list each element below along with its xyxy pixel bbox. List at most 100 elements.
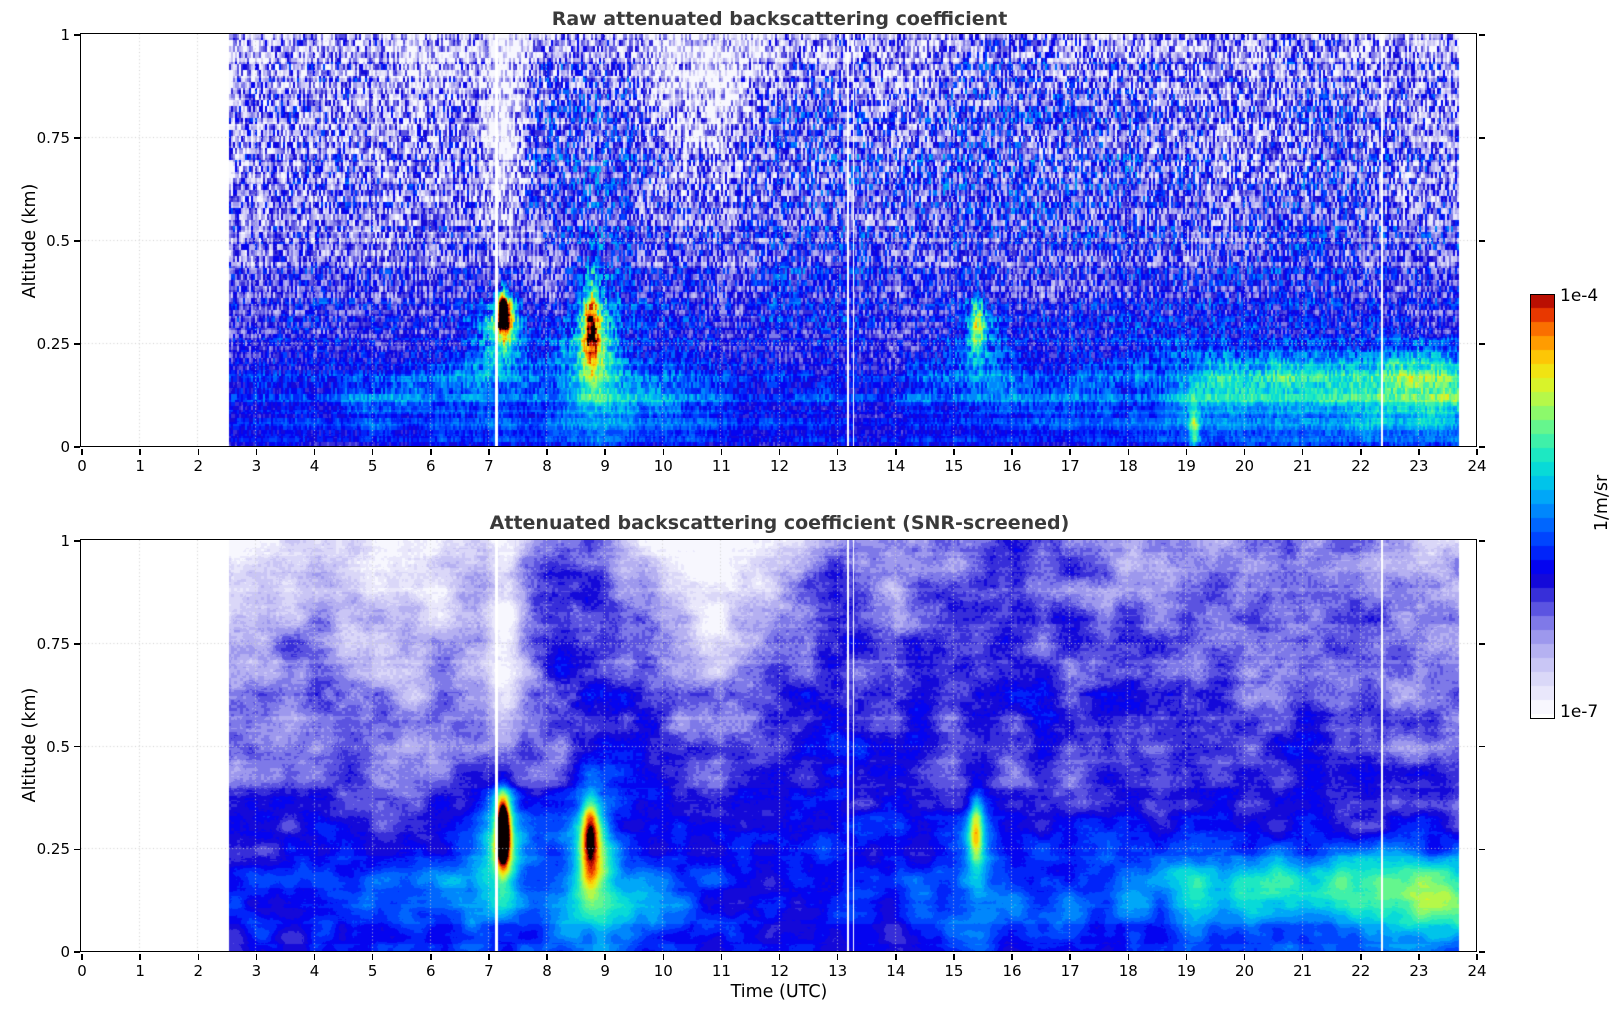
y-tick-label: 0.75 (36, 634, 70, 653)
x-tick-label: 21 (1293, 962, 1313, 980)
x-tick (371, 448, 374, 455)
x-tick (1069, 448, 1071, 455)
x-tick-label: 11 (711, 457, 731, 475)
plot-title-raw: Raw attenuated backscattering coefficien… (551, 8, 1008, 30)
x-tick (662, 953, 664, 960)
x-tick-label: 24 (1467, 457, 1487, 475)
x-tick (1301, 448, 1304, 455)
y-tick-right (1478, 34, 1485, 36)
x-tick-label: 8 (542, 962, 552, 980)
x-tick (778, 448, 781, 455)
x-tick (1185, 953, 1188, 960)
x-tick-label: 11 (711, 962, 731, 980)
x-tick-label: 8 (542, 457, 552, 475)
x-tick-label: 13 (828, 457, 848, 475)
x-tick (604, 953, 606, 960)
x-tick (895, 448, 897, 455)
x-tick (139, 448, 141, 455)
x-tick-label: 19 (1176, 962, 1196, 980)
x-tick (1011, 953, 1013, 960)
x-tick (836, 953, 839, 960)
x-tick-label: 4 (309, 457, 320, 475)
y-tick-label: 1 (60, 26, 70, 44)
plot-title-screened: Attenuated backscattering coefficient (S… (489, 512, 1070, 534)
x-tick (953, 448, 955, 455)
y-tick-left (74, 446, 81, 448)
x-tick-label: 23 (1409, 457, 1429, 475)
y-tick-right (1478, 240, 1485, 242)
x-tick-label: 10 (653, 962, 673, 980)
x-tick (895, 953, 897, 960)
x-tick-label: 18 (1118, 457, 1138, 475)
x-tick-label: 19 (1176, 457, 1196, 475)
x-tick (1301, 953, 1304, 960)
x-tick-label: 3 (251, 457, 262, 475)
screened-heatmap-canvas (81, 540, 1477, 952)
x-tick (1127, 953, 1129, 960)
y-tick-left (74, 240, 81, 242)
x-tick-label: 3 (251, 962, 262, 980)
y-tick-right (1478, 643, 1485, 645)
colorbar-max-label: 1e-4 (1560, 286, 1599, 306)
x-tick-label: 16 (1002, 962, 1022, 980)
screened-heatmap-plot (80, 539, 1478, 953)
x-tick-label: 5 (367, 457, 378, 475)
x-tick (546, 448, 548, 455)
y-tick-right (1478, 137, 1485, 139)
x-tick (1069, 953, 1071, 960)
y-tick-label: 0 (60, 438, 70, 456)
x-tick (139, 953, 141, 960)
x-tick (371, 953, 374, 960)
y-tick-label: 0 (60, 943, 70, 961)
x-tick (604, 448, 606, 455)
x-tick-label: 17 (1060, 962, 1080, 980)
x-tick-label: 0 (77, 457, 87, 475)
x-tick-label: 21 (1293, 457, 1313, 475)
y-tick-left (74, 540, 81, 542)
raw-heatmap-canvas (81, 34, 1477, 447)
x-tick-label: 14 (886, 962, 906, 980)
x-tick-label: 7 (484, 457, 494, 475)
x-tick-label: 14 (886, 457, 906, 475)
x-tick-label: 18 (1118, 962, 1138, 980)
x-tick-label: 2 (193, 457, 204, 475)
x-tick (778, 953, 781, 960)
x-tick-label: 9 (600, 457, 610, 475)
x-tick (488, 448, 490, 455)
x-tick-label: 1 (135, 962, 145, 980)
x-tick-label: 10 (653, 457, 673, 475)
x-axis-label: Time (UTC) (730, 982, 828, 1002)
x-tick (720, 953, 723, 960)
x-tick-label: 6 (425, 962, 436, 980)
x-tick (1127, 448, 1129, 455)
x-tick (81, 953, 83, 960)
x-tick (197, 953, 199, 960)
x-tick (313, 448, 316, 455)
y-tick-left (74, 343, 81, 345)
x-tick-label: 23 (1409, 962, 1429, 980)
y-tick-left (74, 745, 81, 748)
x-tick-label: 0 (77, 962, 87, 980)
x-tick (430, 953, 432, 960)
raw-heatmap-plot (80, 33, 1478, 448)
x-tick (488, 953, 490, 960)
y-tick-label: 0.5 (46, 232, 70, 250)
y-tick-right (1478, 540, 1485, 542)
x-tick-label: 15 (944, 457, 964, 475)
x-tick (1476, 448, 1478, 455)
colorbar-unit-label: 1/m/sr (1592, 474, 1612, 532)
x-tick-label: 2 (193, 962, 204, 980)
x-tick (313, 953, 316, 960)
y-tick-right (1478, 446, 1485, 448)
x-tick-label: 6 (425, 457, 436, 475)
x-tick (953, 953, 955, 960)
x-tick-label: 9 (600, 962, 610, 980)
x-tick (546, 953, 548, 960)
colorbar-min-label: 1e-7 (1560, 702, 1599, 722)
x-tick-label: 15 (944, 962, 964, 980)
x-tick (1360, 448, 1362, 455)
y-tick-label: 0.75 (36, 129, 70, 147)
x-tick-label: 20 (1234, 457, 1255, 475)
x-tick (1243, 953, 1246, 960)
